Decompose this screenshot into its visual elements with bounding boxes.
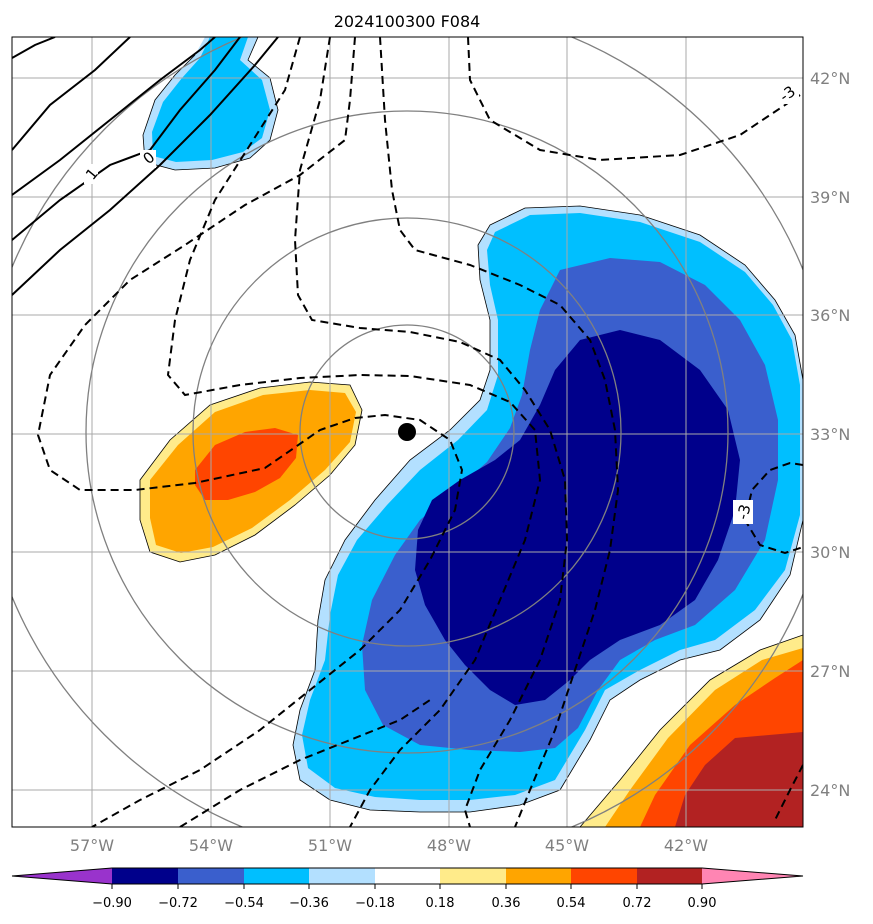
colorbar-segment bbox=[178, 868, 244, 884]
lat-label: 42°N bbox=[810, 69, 850, 88]
colorbar-segment bbox=[571, 868, 637, 884]
colorbar-extend-low bbox=[12, 868, 112, 884]
lat-label: 27°N bbox=[810, 662, 850, 681]
latitude-labels: 42°N 39°N 36°N 33°N 30°N 27°N 24°N bbox=[810, 69, 850, 800]
colorbar-tick-label: 0.90 bbox=[688, 896, 717, 911]
colorbar-segment bbox=[440, 868, 506, 884]
lon-label: 51°W bbox=[308, 836, 352, 855]
range-rings bbox=[12, 37, 803, 827]
contours-dashed bbox=[36, 37, 803, 827]
positive-anomaly-region-southeast bbox=[580, 635, 803, 827]
lat-label: 36°N bbox=[810, 306, 850, 325]
lon-label: 57°W bbox=[70, 836, 114, 855]
colorbar-tick-label: −0.72 bbox=[158, 896, 198, 911]
colorbar-segment bbox=[506, 868, 571, 884]
lat-label: 39°N bbox=[810, 188, 850, 207]
lat-label: 24°N bbox=[810, 781, 850, 800]
colorbar-segment bbox=[637, 868, 702, 884]
map-panel: -3 0 1 -3 bbox=[12, 37, 803, 827]
colorbar-segment bbox=[244, 868, 309, 884]
colorbar-tick-label: −0.54 bbox=[224, 896, 264, 911]
colorbar-tick-label: 0.18 bbox=[426, 896, 455, 911]
colorbar: −0.90 −0.72 −0.54 −0.36 −0.18 0.18 0.36 … bbox=[11, 867, 804, 911]
lon-label: 42°W bbox=[664, 836, 708, 855]
colorbar-tick-label: −0.36 bbox=[289, 896, 329, 911]
negative-anomaly-region bbox=[293, 206, 803, 812]
colorbar-segment bbox=[375, 868, 440, 884]
lat-label: 33°N bbox=[810, 425, 850, 444]
colorbar-segment bbox=[309, 868, 375, 884]
longitude-labels: 57°W 54°W 51°W 48°W 45°W 42°W bbox=[70, 836, 708, 855]
colorbar-segment bbox=[112, 868, 178, 884]
colorbar-tick-label: 0.72 bbox=[623, 896, 652, 911]
lon-label: 45°W bbox=[545, 836, 589, 855]
lon-label: 54°W bbox=[189, 836, 233, 855]
colorbar-tick-label: 0.36 bbox=[492, 896, 521, 911]
lon-label: 48°W bbox=[427, 836, 471, 855]
colorbar-tick-label: −0.90 bbox=[92, 896, 132, 911]
colorbar-tick-label: 0.54 bbox=[557, 896, 586, 911]
contour-labels: -3 0 1 -3 bbox=[82, 82, 799, 524]
lat-label: 30°N bbox=[810, 543, 850, 562]
colorbar-extend-high bbox=[702, 868, 803, 884]
map-title: 2024100300 F084 bbox=[334, 12, 481, 31]
storm-center-marker bbox=[398, 423, 416, 441]
colorbar-tick-label: −0.18 bbox=[355, 896, 395, 911]
map-frame bbox=[11, 36, 804, 828]
contour-label: -3 bbox=[733, 502, 754, 521]
